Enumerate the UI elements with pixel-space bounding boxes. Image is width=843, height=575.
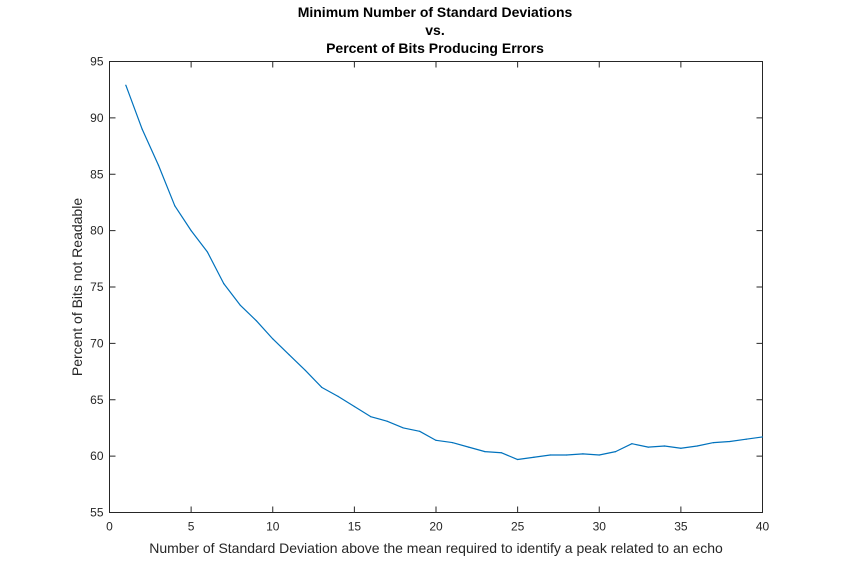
data-point (386, 420, 388, 422)
data-point (647, 446, 649, 448)
data-point (190, 230, 192, 232)
x-tick-label: 5 (188, 520, 195, 534)
data-point (745, 438, 747, 440)
series-line (125, 84, 763, 461)
data-point (712, 441, 715, 444)
plot-area (109, 61, 763, 513)
data-point (255, 320, 258, 322)
y-tick-label: 65 (90, 393, 104, 407)
data-point (663, 445, 666, 447)
y-axis-label: Percent of Bits not Readable (69, 198, 85, 376)
y-tick-label: 95 (90, 55, 104, 69)
data-point (370, 416, 372, 418)
chart-title: Minimum Number of Standard Deviations vs… (298, 4, 573, 56)
y-tick-label: 85 (90, 167, 104, 181)
data-point (272, 338, 274, 340)
y-tick-label: 70 (90, 336, 104, 350)
data-point (304, 369, 306, 372)
data-point (239, 304, 241, 306)
x-tick-label: 30 (593, 520, 607, 534)
data-point (451, 441, 453, 444)
data-point (468, 446, 470, 448)
y-tick-label: 75 (90, 280, 104, 294)
data-point (125, 84, 127, 86)
data-point (761, 436, 764, 438)
x-tick-label: 10 (266, 520, 280, 534)
y-tick-label: 60 (90, 449, 104, 463)
data-point (598, 454, 600, 456)
x-tick-label: 0 (106, 520, 113, 534)
data-point (157, 164, 160, 166)
data-point (680, 447, 682, 449)
data-point (288, 354, 290, 356)
series-layer (125, 84, 764, 461)
x-tick-label: 25 (511, 520, 525, 534)
data-point (566, 454, 568, 456)
x-axis-label: Number of Standard Deviation above the m… (149, 540, 723, 556)
data-point (614, 451, 617, 453)
data-point (696, 445, 698, 447)
y-axis-ticks: 55 60 65 70 75 80 85 90 95 (90, 55, 763, 520)
data-point (582, 453, 584, 455)
data-point (517, 458, 519, 461)
data-point (533, 456, 535, 458)
y-tick-label: 55 (90, 506, 104, 520)
y-tick-label: 80 (90, 224, 104, 238)
data-point (500, 452, 502, 454)
x-axis-ticks: 0 5 10 15 20 25 30 35 40 (106, 61, 770, 534)
data-point (321, 386, 323, 388)
data-point (223, 283, 225, 285)
data-point (549, 454, 551, 456)
data-point (402, 427, 404, 429)
chart-title-line-1: Minimum Number of Standard Deviations (298, 4, 573, 20)
data-point (729, 440, 731, 443)
data-point (419, 430, 421, 432)
chart-title-line-2: vs. (425, 22, 444, 38)
data-point (337, 395, 339, 397)
y-tick-label: 90 (90, 111, 104, 125)
data-point (141, 128, 143, 130)
data-point (206, 251, 209, 253)
chart-title-line-3: Percent of Bits Producing Errors (326, 40, 544, 56)
x-tick-label: 15 (348, 520, 362, 534)
data-point (484, 451, 486, 453)
x-tick-label: 40 (756, 520, 770, 534)
data-point (353, 405, 355, 408)
data-point (631, 443, 633, 445)
x-tick-label: 20 (429, 520, 443, 534)
data-point (174, 205, 176, 207)
x-tick-label: 35 (674, 520, 688, 534)
data-point (435, 439, 437, 441)
